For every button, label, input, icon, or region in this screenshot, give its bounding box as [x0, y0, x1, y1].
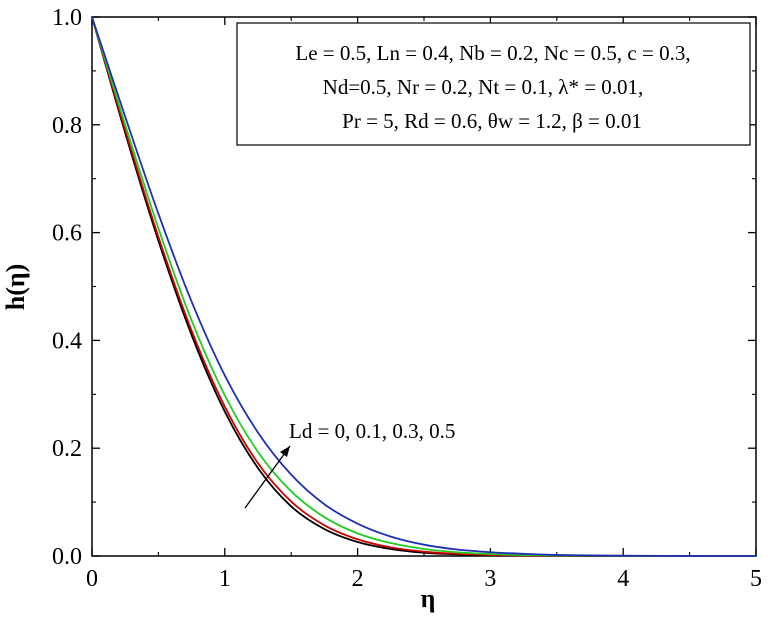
x-tick-label: 2: [352, 566, 364, 592]
ld-arrow-shaft: [244, 445, 291, 509]
y-tick-label: 1.0: [52, 5, 82, 31]
x-axis-label: η: [421, 584, 436, 613]
ld-arrow-head: [280, 446, 290, 457]
y-axis-label: h(η): [1, 264, 30, 311]
axis-ticks: 0 1 2 3 4 5 0.0 0.2 0.4 0.6 0.8 1.0: [52, 5, 762, 592]
x-tick-label: 1: [219, 566, 231, 592]
y-tick-label: 0.2: [52, 436, 82, 462]
y-tick-label: 0.0: [52, 544, 82, 570]
series-line-4: [91, 16, 757, 557]
y-tick-label: 0.6: [52, 221, 82, 247]
series-lines: [91, 16, 757, 557]
params-box: [236, 22, 751, 146]
params-line-3: Pr = 5, Rd = 0.6, θw = 1.2, β = 0.01: [342, 109, 642, 133]
ld-annotation: Ld = 0, 0.1, 0.3, 0.5: [289, 419, 455, 443]
y-tick-label: 0.8: [52, 113, 82, 139]
x-tick-label: 5: [750, 566, 762, 592]
params-line-1: Le = 0.5, Ln = 0.4, Nb = 0.2, Nc = 0.5, …: [295, 41, 690, 65]
x-tick-label: 0: [86, 566, 98, 592]
x-tick-label: 4: [617, 566, 629, 592]
x-tick-label: 3: [484, 566, 496, 592]
params-line-2: Nd=0.5, Nr = 0.2, Nt = 0.1, λ* = 0.01,: [323, 75, 644, 99]
y-tick-label: 0.4: [52, 328, 82, 354]
